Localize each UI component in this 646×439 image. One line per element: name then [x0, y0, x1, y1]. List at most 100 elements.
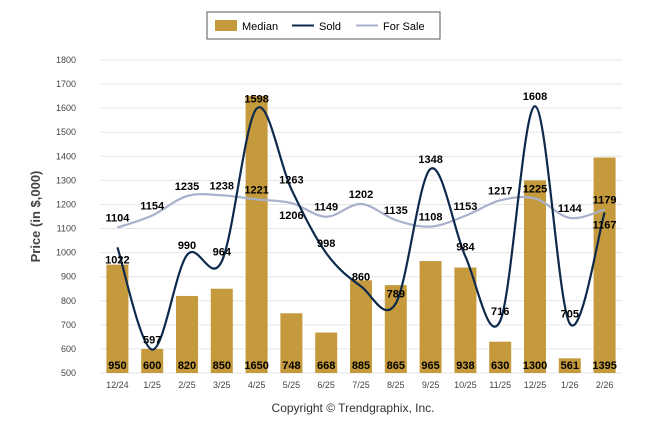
x-tick-label: 9/25 [422, 380, 440, 390]
bar-value-label: 630 [491, 360, 509, 372]
for-sale-value-label: 1108 [419, 212, 443, 224]
sold-value-label: 789 [387, 288, 405, 300]
x-tick-label: 7/25 [352, 380, 370, 390]
sold-value-label: 597 [143, 335, 161, 347]
x-tick-label: 1/26 [561, 380, 579, 390]
for-sale-value-label: 1238 [210, 180, 234, 192]
bar-value-label: 938 [456, 360, 474, 372]
x-tick-label: 12/25 [524, 380, 547, 390]
sold-value-label: 984 [456, 241, 475, 253]
y-tick-label: 800 [61, 296, 76, 306]
bar-value-label: 950 [108, 360, 126, 372]
line-for-sale [117, 193, 605, 229]
x-tick-label: 4/25 [248, 380, 266, 390]
for-sale-value-label: 1206 [279, 210, 303, 222]
bar-median [141, 348, 164, 373]
bar-median [176, 295, 198, 373]
line-sold [116, 105, 606, 351]
x-tick-label: 12/24 [106, 380, 129, 390]
bar-value-label: 850 [213, 360, 231, 372]
bar-value-label: 600 [143, 360, 161, 372]
bar-median [558, 358, 581, 373]
x-tick-label: 10/25 [454, 380, 477, 390]
y-tick-label: 700 [61, 320, 76, 330]
bar-median [350, 280, 372, 373]
for-sale-value-label: 1135 [384, 205, 408, 217]
bar-value-label: 1650 [244, 360, 268, 372]
y-tick-label: 1700 [56, 79, 76, 89]
for-sale-value-label: 1225 [523, 183, 547, 195]
for-sale-value-label: 1217 [488, 185, 512, 197]
bar-median [384, 285, 407, 373]
bar-median [524, 180, 546, 373]
sold-value-label: 964 [213, 246, 232, 258]
legend-label-sold: Sold [319, 21, 341, 33]
sold-value-label: 1167 [593, 219, 617, 231]
sold-value-label: 860 [352, 271, 370, 283]
for-sale-value-label: 1154 [140, 201, 165, 213]
for-sale-value-label: 1144 [558, 203, 583, 215]
y-tick-label: 1800 [56, 55, 76, 65]
y-tick-label: 600 [61, 344, 76, 354]
sold-value-label: 1022 [105, 254, 129, 266]
bar-value-label: 885 [352, 360, 370, 372]
y-tick-label: 500 [61, 368, 76, 378]
bar-value-label: 865 [387, 360, 405, 372]
bar-value-label: 668 [317, 360, 335, 372]
sold-value-label: 716 [491, 306, 509, 318]
copyright: Copyright © Trendgraphix, Inc. [271, 401, 435, 415]
x-tick-label: 2/25 [178, 380, 196, 390]
y-tick-label: 1300 [56, 175, 76, 185]
x-tick-label: 11/25 [489, 380, 511, 390]
bar-median [489, 341, 512, 373]
bar-value-label: 1300 [523, 360, 547, 372]
legend-label-median: Median [242, 21, 278, 33]
y-tick-label: 1500 [56, 127, 76, 137]
for-sale-value-label: 1202 [349, 189, 373, 201]
bar-median [280, 313, 303, 373]
bar-value-label: 965 [421, 360, 439, 372]
bar-value-label: 1395 [592, 360, 616, 372]
sold-value-label: 1263 [279, 174, 303, 186]
legend-swatch-median [215, 20, 237, 31]
y-tick-label: 1200 [56, 199, 76, 209]
x-tick-label: 2/26 [596, 380, 614, 390]
y-tick-label: 1600 [56, 103, 76, 113]
bar-median [315, 332, 338, 373]
x-tick-label: 5/25 [283, 380, 301, 390]
bar-median [419, 261, 442, 373]
y-tick-label: 900 [61, 272, 76, 282]
bar-median [106, 264, 129, 373]
bar-median [245, 96, 268, 373]
x-tick-label: 3/25 [213, 380, 231, 390]
for-sale-value-label: 1221 [244, 184, 268, 196]
sold-value-label: 705 [561, 309, 579, 321]
for-sale-value-label: 1179 [593, 195, 617, 207]
sold-value-label: 990 [178, 240, 196, 252]
sold-value-label: 1348 [418, 154, 442, 166]
for-sale-value-label: 1149 [314, 202, 338, 214]
bar-median [210, 288, 233, 373]
bar-median [454, 267, 477, 373]
for-sale-value-label: 1153 [453, 201, 477, 213]
bar-value-label: 561 [561, 360, 579, 372]
x-tick-label: 8/25 [387, 380, 405, 390]
x-tick-label: 1/25 [143, 380, 161, 390]
sold-value-label: 1608 [523, 91, 547, 103]
for-sale-value-label: 1104 [105, 213, 130, 225]
y-tick-label: 1000 [56, 248, 76, 258]
bar-value-label: 748 [282, 360, 300, 372]
legend-label-for-sale: For Sale [383, 21, 425, 33]
legend [206, 11, 441, 40]
bar-value-label: 820 [178, 360, 196, 372]
y-axis-label: Price (in $,000) [28, 171, 43, 263]
y-tick-label: 1400 [56, 151, 76, 161]
y-tick-label: 1100 [57, 224, 76, 234]
sold-value-label: 998 [317, 238, 335, 250]
for-sale-value-label: 1235 [175, 181, 199, 193]
bar-median [593, 157, 616, 373]
sold-value-label: 1598 [244, 94, 268, 106]
x-tick-label: 6/25 [317, 380, 335, 390]
